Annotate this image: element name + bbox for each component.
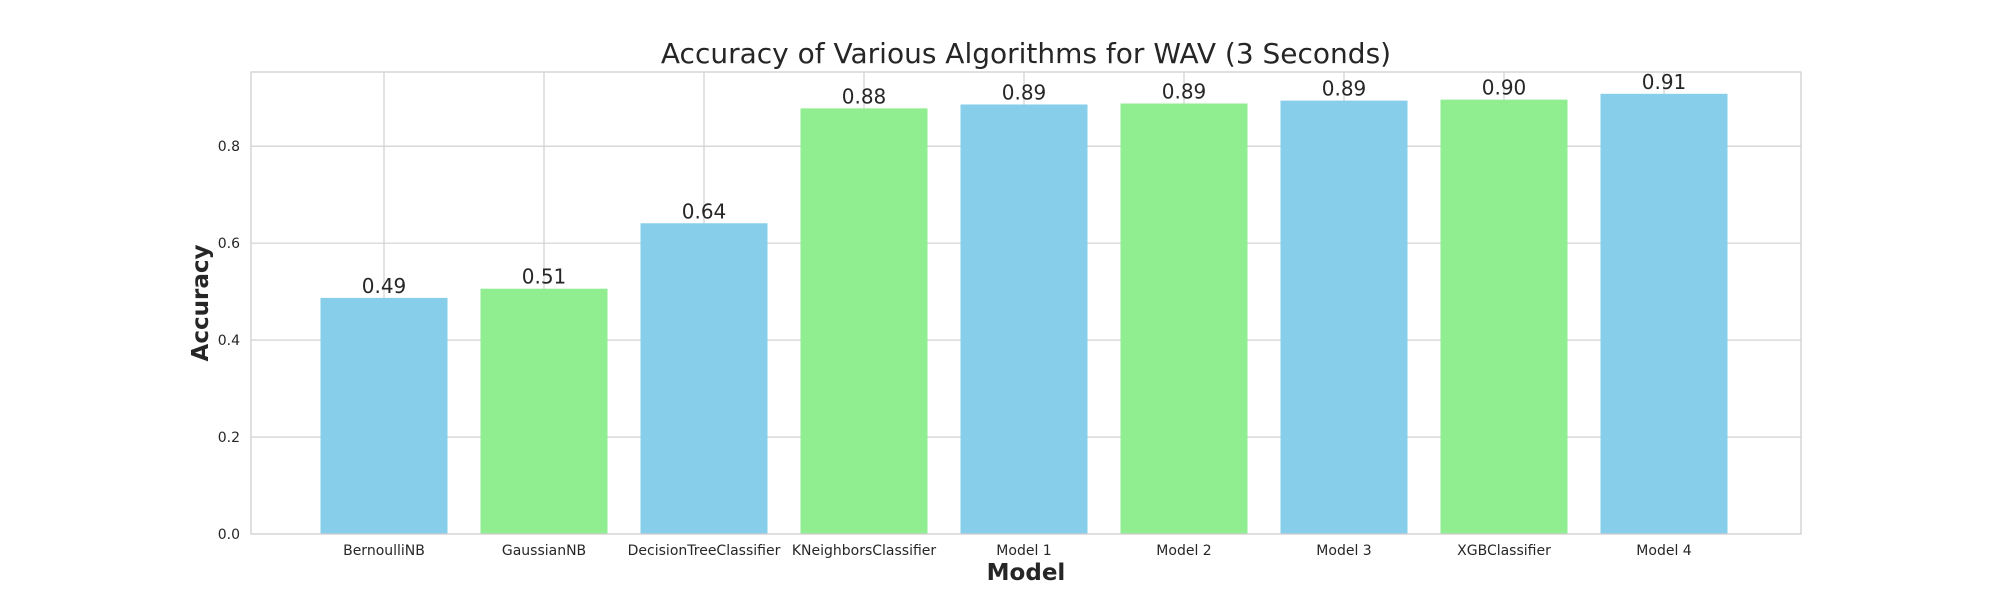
y-tick-label: 0.2 [218,430,240,446]
x-tick-label: XGBClassifier [1457,543,1551,559]
x-tick-label: Model 4 [1636,543,1691,559]
bar [960,104,1088,534]
bar [1600,93,1728,535]
bar-value-label: 0.49 [362,274,407,298]
x-tick-label: Model 1 [996,543,1051,559]
plot-frame [250,71,1802,535]
bar-value-label: 0.51 [522,265,567,289]
bar-value-label: 0.88 [842,84,887,108]
x-ticks: BernoulliNB GaussianNB DecisionTreeClassif… [343,543,1692,559]
bar [1120,103,1248,534]
bar [640,223,768,535]
y-tick-label: 0.0 [218,527,240,543]
bar [800,108,928,535]
y-axis-label: Accuracy [188,245,214,362]
bar [1280,100,1408,535]
bar-value-label: 0.89 [1002,80,1047,104]
bar [320,297,448,534]
x-tick-label: GaussianNB [502,543,586,559]
x-tick-label: DecisionTreeClassifier [628,543,781,559]
bar-value-label: 0.89 [1322,77,1367,101]
bar-value-label: 0.64 [682,199,727,223]
data-labels: 0.49 0.51 0.64 0.88 0.89 0.89 0.89 0.90 0.91 [362,70,1687,298]
x-tick-label: BernoulliNB [343,543,425,559]
bar-value-label: 0.89 [1162,80,1207,104]
bar-value-label: 0.91 [1642,70,1687,94]
bar [1440,99,1568,534]
x-tick-label: Model 2 [1156,543,1211,559]
bars-layer [320,93,1728,535]
x-tick-label: Model 3 [1316,543,1371,559]
chart-title: Accuracy of Various Algorithms for WAV (… [661,37,1391,70]
x-axis-label: Model [987,560,1066,586]
y-tick-label: 0.6 [218,236,240,252]
y-tick-label: 0.8 [218,139,240,155]
bar [480,288,608,534]
y-tick-label: 0.4 [218,333,240,349]
x-tick-label: KNeighborsClassifier [792,543,937,559]
y-ticks: 0.0 0.2 0.4 0.6 0.8 [218,139,240,543]
bar-value-label: 0.90 [1482,76,1527,100]
